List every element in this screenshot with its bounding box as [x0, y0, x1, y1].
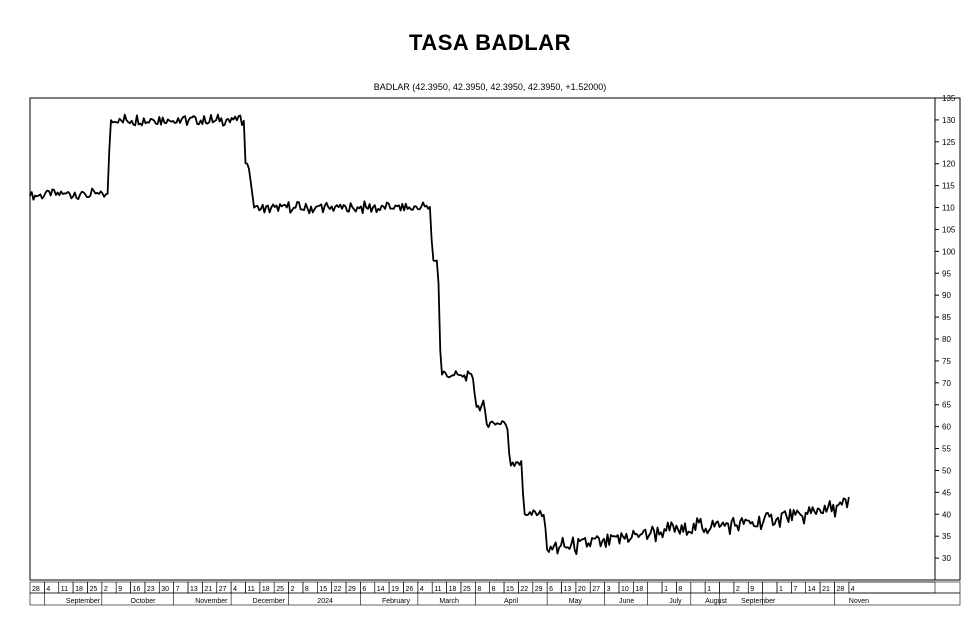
- svg-text:115: 115: [942, 182, 955, 191]
- svg-text:110: 110: [942, 204, 955, 213]
- svg-text:70: 70: [942, 379, 951, 388]
- svg-text:20: 20: [578, 586, 586, 593]
- svg-text:13: 13: [564, 586, 572, 593]
- svg-text:July: July: [669, 598, 682, 605]
- svg-text:65: 65: [942, 401, 951, 410]
- svg-text:21: 21: [822, 586, 830, 593]
- svg-text:11: 11: [61, 586, 68, 593]
- svg-text:40: 40: [942, 510, 951, 519]
- svg-text:95: 95: [942, 269, 951, 278]
- chart-subtitle: BADLAR (42.3950, 42.3950, 42.3950, 42.39…: [0, 82, 980, 92]
- svg-text:Noven: Noven: [849, 598, 869, 605]
- svg-text:16: 16: [133, 586, 141, 593]
- svg-text:60: 60: [942, 423, 951, 432]
- svg-text:18: 18: [262, 586, 270, 593]
- svg-text:7: 7: [176, 586, 180, 593]
- svg-text:29: 29: [535, 586, 543, 593]
- svg-text:8: 8: [492, 586, 496, 593]
- svg-text:9: 9: [750, 586, 754, 593]
- svg-text:8: 8: [477, 586, 481, 593]
- svg-text:1: 1: [779, 586, 783, 593]
- svg-text:28: 28: [836, 586, 844, 593]
- svg-text:90: 90: [942, 291, 951, 300]
- svg-text:14: 14: [808, 586, 816, 593]
- svg-text:45: 45: [942, 488, 951, 497]
- svg-text:50: 50: [942, 466, 951, 475]
- svg-text:4: 4: [420, 586, 424, 593]
- svg-text:22: 22: [334, 586, 342, 593]
- svg-text:26: 26: [405, 586, 413, 593]
- svg-text:30: 30: [161, 586, 169, 593]
- svg-text:100: 100: [942, 247, 956, 256]
- svg-text:125: 125: [942, 138, 956, 147]
- chart-title: TASA BADLAR: [0, 30, 980, 56]
- svg-text:August: August: [705, 598, 727, 605]
- svg-text:4: 4: [851, 586, 855, 593]
- svg-text:7: 7: [793, 586, 797, 593]
- svg-text:120: 120: [942, 160, 956, 169]
- svg-text:55: 55: [942, 445, 951, 454]
- svg-text:February: February: [382, 598, 411, 605]
- svg-text:June: June: [619, 598, 634, 605]
- svg-text:11: 11: [247, 586, 254, 593]
- svg-text:2: 2: [736, 586, 740, 593]
- svg-text:May: May: [569, 598, 583, 605]
- svg-text:2024: 2024: [317, 598, 333, 605]
- svg-text:14: 14: [377, 586, 385, 593]
- svg-text:3: 3: [607, 586, 611, 593]
- svg-text:December: December: [253, 598, 286, 605]
- svg-text:9: 9: [118, 586, 122, 593]
- svg-text:8: 8: [305, 586, 309, 593]
- svg-text:4: 4: [233, 586, 237, 593]
- svg-text:75: 75: [942, 357, 951, 366]
- svg-text:85: 85: [942, 313, 951, 322]
- svg-text:10: 10: [621, 586, 629, 593]
- svg-text:6: 6: [549, 586, 553, 593]
- svg-text:135: 135: [942, 94, 956, 103]
- svg-text:27: 27: [219, 586, 227, 593]
- svg-text:1: 1: [707, 586, 711, 593]
- svg-text:November: November: [195, 598, 228, 605]
- svg-text:19: 19: [391, 586, 399, 593]
- svg-text:October: October: [131, 598, 157, 605]
- svg-text:8: 8: [678, 586, 682, 593]
- svg-text:105: 105: [942, 225, 956, 234]
- svg-text:23: 23: [147, 586, 155, 593]
- svg-text:15: 15: [319, 586, 327, 593]
- svg-text:1: 1: [664, 586, 668, 593]
- svg-text:11: 11: [434, 586, 441, 593]
- svg-text:2: 2: [291, 586, 295, 593]
- svg-text:4: 4: [46, 586, 50, 593]
- svg-text:2: 2: [104, 586, 108, 593]
- svg-text:18: 18: [75, 586, 83, 593]
- svg-text:13: 13: [190, 586, 198, 593]
- svg-text:March: March: [439, 598, 459, 605]
- svg-text:28: 28: [32, 586, 40, 593]
- svg-text:25: 25: [276, 586, 284, 593]
- svg-text:September: September: [66, 598, 101, 605]
- svg-text:21: 21: [204, 586, 212, 593]
- svg-text:30: 30: [942, 554, 951, 563]
- svg-text:27: 27: [592, 586, 600, 593]
- svg-text:25: 25: [463, 586, 471, 593]
- svg-text:22: 22: [520, 586, 528, 593]
- svg-text:April: April: [504, 598, 518, 605]
- svg-text:18: 18: [449, 586, 457, 593]
- svg-text:15: 15: [506, 586, 514, 593]
- svg-text:September: September: [741, 598, 776, 605]
- svg-text:25: 25: [89, 586, 97, 593]
- badlar-chart: TASA BADLAR BADLAR (42.3950, 42.3950, 42…: [0, 0, 980, 642]
- svg-text:35: 35: [942, 532, 951, 541]
- svg-text:130: 130: [942, 116, 956, 125]
- svg-text:18: 18: [635, 586, 643, 593]
- svg-text:80: 80: [942, 335, 951, 344]
- chart-svg: 3035404550556065707580859095100105110115…: [0, 0, 980, 642]
- svg-text:29: 29: [348, 586, 356, 593]
- svg-text:6: 6: [362, 586, 366, 593]
